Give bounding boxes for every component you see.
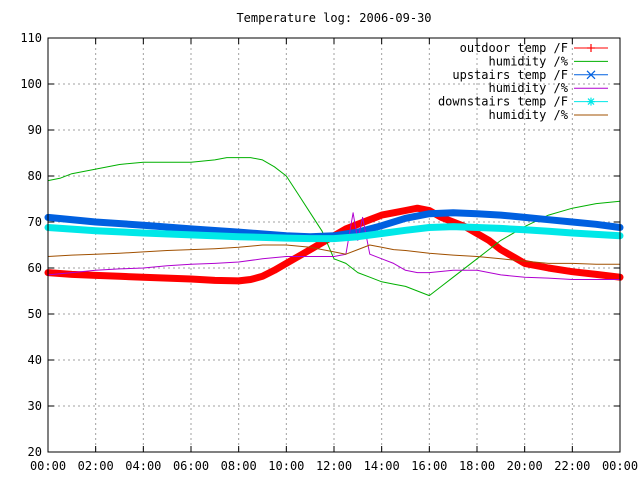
x-tick-label: 12:00 [316,459,352,473]
series-layer [44,157,624,297]
legend-label: humidity /% [489,108,569,122]
legend-label: humidity /% [489,54,569,68]
series-line-3 [44,209,624,241]
legend-label: downstairs temp /F [438,95,568,109]
y-tick-label: 70 [28,215,42,229]
series-line-4 [47,212,621,280]
legend-marker [587,98,595,106]
legend-label: outdoor temp /F [460,41,568,55]
series-line-6 [47,244,621,265]
series-line-5 [44,223,624,243]
x-tick-label: 00:00 [30,459,66,473]
x-tick-label: 10:00 [268,459,304,473]
y-tick-label: 50 [28,307,42,321]
legend-label: humidity /% [489,81,569,95]
legend-marker [586,70,596,80]
y-tick-label: 40 [28,353,42,367]
y-tick-label: 90 [28,123,42,137]
x-tick-label: 22:00 [554,459,590,473]
x-tick-label: 08:00 [221,459,257,473]
legend-label: upstairs temp /F [452,68,568,82]
x-tick-label: 20:00 [507,459,543,473]
y-tick-label: 100 [20,77,42,91]
x-tick-label: 04:00 [125,459,161,473]
x-tick-label: 06:00 [173,459,209,473]
series-line-2 [47,157,621,297]
y-tick-label: 30 [28,399,42,413]
x-tick-label: 00:00 [602,459,638,473]
grid-lines [48,38,620,452]
axis-ticks: 00:00 02:00 04:00 06:00 08:00 10:00 12:00 14:00… [20,31,638,473]
x-tick-label: 18:00 [459,459,495,473]
y-tick-label: 110 [20,31,42,45]
x-tick-label: 02:00 [78,459,114,473]
x-tick-label: 16:00 [411,459,447,473]
y-tick-label: 80 [28,169,42,183]
y-tick-label: 20 [28,445,42,459]
x-tick-label: 14:00 [364,459,400,473]
y-tick-label: 60 [28,261,42,275]
chart-title: Temperature log: 2006-09-30 [236,11,431,25]
